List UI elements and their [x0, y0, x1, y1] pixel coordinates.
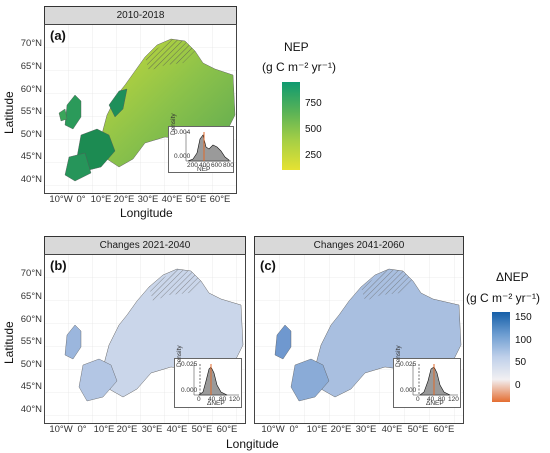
inset-b-xtick: 40 [208, 396, 216, 403]
inset-b-xlabel: ΔNEP [207, 400, 225, 407]
panel-b-ylabel: Latitude [2, 321, 16, 364]
inset-b-xtick: 80 [219, 396, 227, 403]
nep-legend-tick: 250 [305, 150, 322, 161]
dnep-colorbar [492, 312, 510, 402]
ytick: 65°N [20, 291, 42, 302]
ytick: 70°N [20, 38, 42, 49]
inset-c-xtick: 80 [438, 396, 446, 403]
xtick: 10°W [261, 424, 285, 435]
inset-a-xtick: 400 [199, 162, 210, 169]
inset-b-xtick: 0 [197, 396, 201, 403]
ytick: 65°N [20, 61, 42, 72]
xtick: 20°E [116, 424, 138, 435]
panel-a-xlabel: Longitude [120, 206, 173, 220]
ytick: 40°N [20, 404, 42, 415]
inset-a-xtick: 800 [223, 162, 234, 169]
ytick: 50°N [20, 129, 42, 140]
xtick: 10°W [49, 424, 73, 435]
panel-c-strip: Changes 2041-2060 [254, 236, 464, 255]
inset-density-c: Density 0.025 0.000 0 40 80 120 ΔNEP [393, 345, 461, 408]
inset-c-xtick: 0 [416, 396, 420, 403]
inset-a-ytick: 0.004 [174, 129, 191, 136]
xtick: 10°W [49, 194, 73, 205]
nep-colorbar [282, 82, 300, 170]
ytick: 50°N [20, 359, 42, 370]
xtick: 0° [76, 194, 86, 205]
inset-a-xtick: 200 [187, 162, 198, 169]
inset-c-ytick: 0.025 [400, 361, 417, 368]
dnep-legend-tick: 50 [515, 357, 527, 368]
inset-b-ytick: 0.025 [181, 361, 198, 368]
ytick: 55°N [20, 336, 42, 347]
inset-c-xlabel: ΔNEP [426, 400, 444, 407]
panel-a-strip: 2010-2018 [44, 6, 237, 25]
dnep-legend-tick: 100 [515, 335, 532, 346]
ytick: 45°N [20, 381, 42, 392]
xtick: 40°E [381, 424, 403, 435]
xtick: 40°E [161, 194, 183, 205]
inset-c-xtick: 120 [448, 396, 459, 403]
ytick: 55°N [20, 106, 42, 117]
xtick: 50°E [185, 194, 207, 205]
xtick: 0° [289, 424, 299, 435]
inset-a-ytick: 0.000 [174, 153, 191, 160]
xtick: 50°E [407, 424, 429, 435]
dnep-legend-units: (g C m⁻² yr⁻¹) [466, 291, 540, 305]
shared-xlabel: Longitude [226, 437, 279, 451]
nep-legend-units: (g C m⁻² yr⁻¹) [262, 60, 336, 74]
xtick: 60°E [433, 424, 455, 435]
xtick: 30°E [141, 424, 163, 435]
panel-c-tag: (c) [260, 258, 276, 273]
inset-density-b: Density 0.025 0.000 0 40 80 120 ΔNEP [174, 345, 242, 408]
ytick: 40°N [20, 174, 42, 185]
dnep-legend-tick: 0 [515, 380, 521, 391]
panel-a-tag: (a) [50, 28, 66, 43]
inset-c-ytick: 0.000 [400, 387, 417, 394]
nep-legend-title: NEP [284, 40, 309, 54]
xtick: 30°E [137, 194, 159, 205]
xtick: 40°E [166, 424, 188, 435]
xtick: 50°E [191, 424, 213, 435]
inset-a-xtick: 600 [211, 162, 222, 169]
ytick: 70°N [20, 268, 42, 279]
dnep-legend-tick: 150 [515, 312, 532, 323]
inset-a-xlabel: NEP [197, 166, 211, 173]
ytick: 60°N [20, 314, 42, 325]
xtick: 30°E [355, 424, 377, 435]
xtick: 10°E [93, 424, 115, 435]
xtick: 10°E [306, 424, 328, 435]
xtick: 0° [77, 424, 87, 435]
nep-legend-tick: 500 [305, 124, 322, 135]
dnep-legend-title: ΔNEP [496, 270, 529, 284]
nep-legend-tick: 750 [305, 98, 322, 109]
ytick: 60°N [20, 84, 42, 95]
panel-b-strip: Changes 2021-2040 [44, 236, 246, 255]
inset-b-ytick: 0.000 [181, 387, 198, 394]
inset-b-xtick: 120 [229, 396, 240, 403]
xtick: 20°E [113, 194, 135, 205]
panel-b-tag: (b) [50, 258, 67, 273]
inset-density-a: Density 0.004 0.000 200 400 600 800 NEP [168, 113, 234, 173]
xtick: 20°E [330, 424, 352, 435]
panel-c-map [254, 254, 464, 424]
xtick: 60°E [216, 424, 238, 435]
inset-c-xtick: 40 [427, 396, 435, 403]
panel-a-ylabel: Latitude [2, 91, 16, 134]
xtick: 10°E [90, 194, 112, 205]
ytick: 45°N [20, 151, 42, 162]
xtick: 60°E [209, 194, 231, 205]
